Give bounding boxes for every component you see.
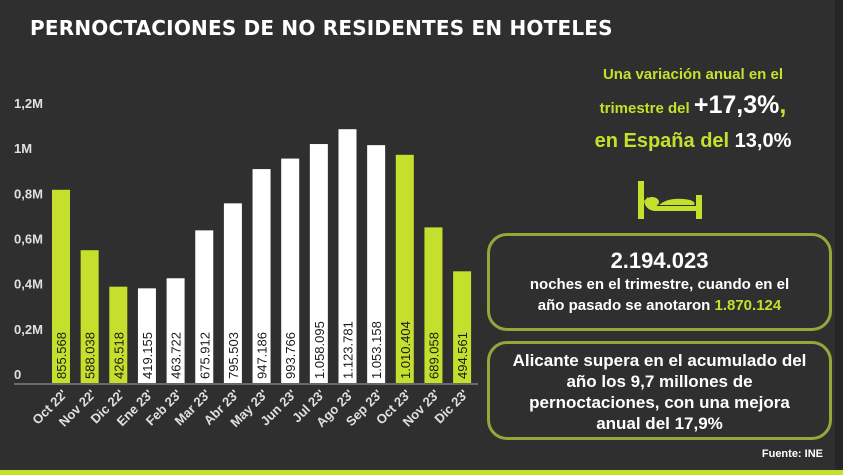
bar-value-label: 947.186 xyxy=(255,332,270,379)
bar-value-label: 675.912 xyxy=(197,332,212,379)
annual-accumulated-box: Alicante supera en el acumulado del año … xyxy=(487,341,832,440)
bar-value-label: 588.038 xyxy=(83,332,98,379)
headline-line-3-prefix: en España del xyxy=(594,130,735,152)
bar xyxy=(80,250,99,383)
headline-line-1: Una variación anual en el xyxy=(602,66,784,83)
y-tick-label: 0 xyxy=(14,367,21,382)
bar-value-label: 1.010.404 xyxy=(398,321,413,379)
bar-value-label: 855.568 xyxy=(54,332,69,379)
bar xyxy=(166,278,185,383)
y-tick-label: 1,2M xyxy=(14,96,43,111)
previous-year-prefix: año pasado se anotaron xyxy=(537,297,715,314)
bar-value-label: 426.518 xyxy=(111,332,126,379)
y-tick-label: 0,8M xyxy=(14,186,43,201)
bar xyxy=(453,271,472,383)
bar xyxy=(395,154,414,383)
bar-value-label: 795.503 xyxy=(226,332,241,379)
spain-variation-value: 13,0% xyxy=(734,130,792,152)
y-tick-label: 0,6M xyxy=(14,232,43,247)
bar-value-label: 1.053.158 xyxy=(369,321,384,379)
bar-value-label: 993.766 xyxy=(283,332,298,379)
headline-line-2: trimestre del +17,3%, xyxy=(548,88,838,126)
headline-line-3: en España del 13,0% xyxy=(548,126,838,156)
bar-value-label: 1.123.781 xyxy=(341,321,356,379)
bar xyxy=(137,288,156,383)
bars: 855.568 588.038 426.518 419.155 463.722 675.9… xyxy=(52,129,472,383)
y-tick-label: 0,4M xyxy=(14,277,43,292)
chart-title: PERNOCTACIONES DE NO RESIDENTES EN HOTEL… xyxy=(30,16,613,40)
bar xyxy=(367,145,386,383)
bar xyxy=(195,230,214,383)
quarter-nights-box: 2.194.023 noches en el trimestre, cuando… xyxy=(487,233,832,331)
previous-year-value: 1.870.124 xyxy=(714,297,782,314)
bar xyxy=(109,286,128,383)
bar xyxy=(223,203,242,383)
bar xyxy=(338,129,357,383)
right-border xyxy=(835,0,843,475)
y-tick-label: 0,2M xyxy=(14,322,43,337)
bar-value-label: 463.722 xyxy=(169,332,184,379)
bottom-accent-bar xyxy=(0,470,843,475)
source-label: Fuente: INE xyxy=(761,448,823,460)
quarter-variation-value: +17,3% xyxy=(693,91,780,119)
variation-headline: Una variación anual en el trimestre del … xyxy=(548,62,838,156)
bar xyxy=(252,169,271,383)
y-tick-label: 1M xyxy=(14,141,32,156)
bar xyxy=(52,189,70,383)
bed-icon xyxy=(638,181,702,219)
quarter-nights-text: noches en el trimestre, cuando en el xyxy=(529,276,790,293)
bar-value-label: 494.561 xyxy=(455,332,470,379)
bar-chart: 0 0,2M 0,4M 0,6M 0,8M 1M 1,2M 855.568 588.038 42… xyxy=(14,96,478,430)
bar-value-label: 1.058.095 xyxy=(312,321,327,379)
bar xyxy=(309,144,328,383)
bar-value-label: 689.058 xyxy=(426,332,441,379)
bar xyxy=(424,227,443,383)
bar-value-label: 419.155 xyxy=(140,332,155,379)
bar xyxy=(281,158,300,383)
y-axis: 0 0,2M 0,4M 0,6M 0,8M 1M 1,2M xyxy=(14,96,43,382)
x-axis-labels: Oct 22'Nov 22'Dic 22'Ene 23'Feb 23'Mar 2… xyxy=(29,387,471,430)
headline-line-2-prefix: trimestre del xyxy=(599,100,694,117)
annual-accumulated-text: Alicante supera en el acumulado del año … xyxy=(512,351,807,433)
quarter-nights-value: 2.194.023 xyxy=(610,248,709,273)
headline-comma: , xyxy=(779,91,787,119)
previous-year-text: año pasado se anotaron 1.870.124 xyxy=(490,295,829,316)
